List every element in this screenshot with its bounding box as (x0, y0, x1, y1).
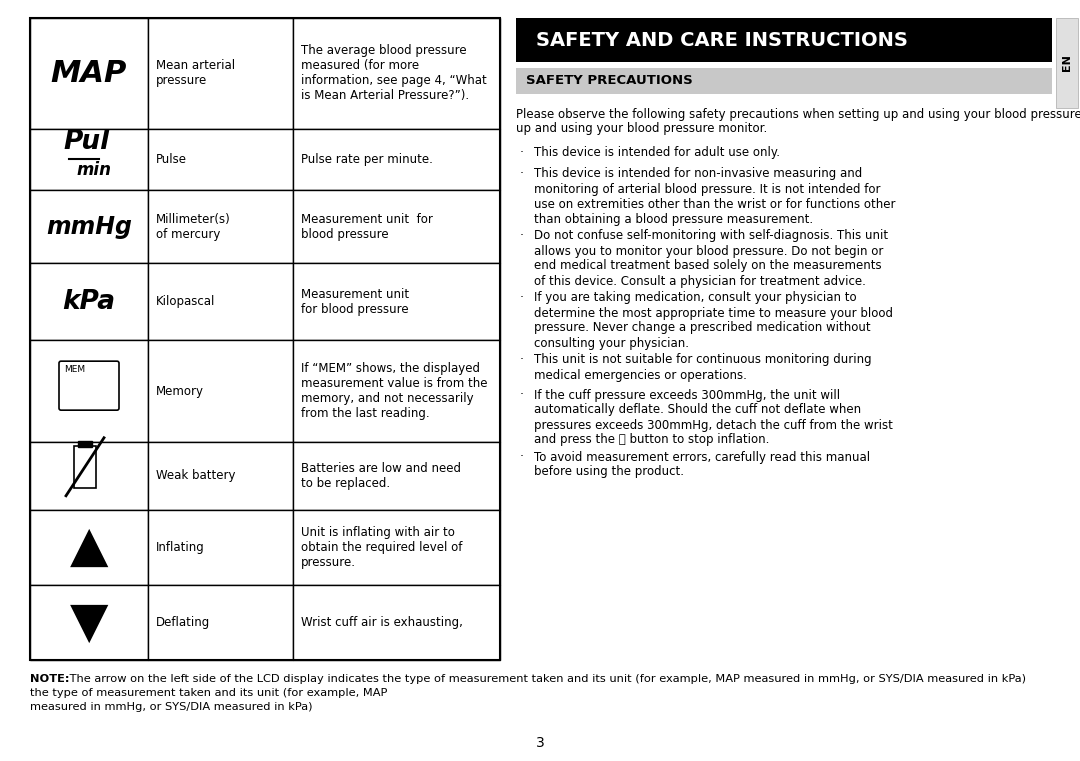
Bar (148, 129, 293, 190)
Text: EN: EN (1062, 55, 1072, 72)
Text: To avoid measurement errors, carefully read this manual
before using the product: To avoid measurement errors, carefully r… (534, 451, 870, 479)
Bar (1056, 18, 1078, 108)
Text: SAFETY AND CARE INSTRUCTIONS: SAFETY AND CARE INSTRUCTIONS (536, 30, 908, 49)
Bar (293, 18, 500, 129)
Text: Millimeter(s)
of mercury: Millimeter(s) of mercury (156, 212, 231, 240)
Text: ▼: ▼ (70, 598, 108, 646)
Text: Pulse rate per minute.: Pulse rate per minute. (301, 153, 433, 166)
Bar (293, 190, 500, 263)
Text: ·: · (519, 291, 524, 304)
Text: ·: · (519, 389, 524, 402)
Bar (293, 584, 500, 660)
Bar (30, 584, 148, 660)
Text: min: min (77, 161, 111, 180)
Bar (30, 340, 148, 442)
Text: SAFETY PRECAUTIONS: SAFETY PRECAUTIONS (526, 75, 692, 88)
Text: Measurement unit
for blood pressure: Measurement unit for blood pressure (301, 288, 409, 316)
Bar (30, 129, 148, 190)
Text: This device is intended for non-invasive measuring and
monitoring of arterial bl: This device is intended for non-invasive… (534, 167, 895, 225)
Text: This device is intended for adult use only.: This device is intended for adult use on… (534, 146, 780, 159)
Text: The average blood pressure
measured (for more
information, see page 4, “What
is : The average blood pressure measured (for… (301, 44, 487, 103)
Text: MEM: MEM (64, 365, 85, 374)
Text: measured in mmHg, or SYS/DIA measured in kPa): measured in mmHg, or SYS/DIA measured in… (30, 702, 312, 712)
Bar (148, 510, 293, 584)
Text: up and using your blood pressure monitor.: up and using your blood pressure monitor… (516, 122, 767, 135)
Bar (30, 190, 148, 263)
Text: the type of measurement taken and its unit (for example, MAP: the type of measurement taken and its un… (30, 688, 388, 698)
Text: ·: · (519, 230, 524, 243)
Bar (293, 340, 500, 442)
Text: NOTE:: NOTE: (30, 674, 69, 684)
Bar (293, 129, 500, 190)
Text: ·: · (519, 167, 524, 180)
Text: mmHg: mmHg (46, 215, 132, 239)
Text: kPa: kPa (63, 289, 116, 315)
Text: Inflating: Inflating (156, 541, 205, 554)
Bar (30, 263, 148, 340)
Text: Batteries are low and need
to be replaced.: Batteries are low and need to be replace… (301, 462, 461, 490)
Text: The arrow on the left side of the LCD display indicates the type of measurement : The arrow on the left side of the LCD di… (66, 674, 1026, 684)
Text: Please observe the following safety precautions when setting up and using your b: Please observe the following safety prec… (516, 108, 1080, 121)
Text: If you are taking medication, consult your physician to
determine the most appro: If you are taking medication, consult yo… (534, 291, 893, 349)
Text: MAP: MAP (51, 59, 127, 88)
Text: Weak battery: Weak battery (156, 470, 235, 482)
Text: If the cuff pressure exceeds 300mmHg, the unit will
automatically deflate. Shoul: If the cuff pressure exceeds 300mmHg, th… (534, 389, 893, 447)
Text: ·: · (519, 451, 524, 463)
Bar (30, 510, 148, 584)
Bar (148, 442, 293, 510)
Bar (30, 442, 148, 510)
Text: Deflating: Deflating (156, 616, 211, 629)
Bar (30, 18, 148, 129)
Bar (148, 340, 293, 442)
Text: Memory: Memory (156, 384, 204, 398)
Text: ·: · (519, 354, 524, 367)
Text: This unit is not suitable for continuous monitoring during
medical emergencies o: This unit is not suitable for continuous… (534, 354, 872, 381)
Bar (293, 442, 500, 510)
Bar (75, 446, 96, 488)
Bar (293, 510, 500, 584)
Text: If “MEM” shows, the displayed
measurement value is from the
memory, and not nece: If “MEM” shows, the displayed measuremen… (301, 362, 487, 420)
Bar (79, 441, 92, 447)
Text: 3: 3 (536, 736, 544, 750)
FancyBboxPatch shape (59, 361, 119, 410)
Text: Pul: Pul (64, 129, 110, 155)
Text: Pulse: Pulse (156, 153, 187, 166)
Bar (516, 18, 1052, 62)
Bar (148, 18, 293, 129)
Text: ▲: ▲ (70, 524, 108, 572)
Text: ·: · (519, 146, 524, 159)
Bar (148, 263, 293, 340)
Text: Measurement unit  for
blood pressure: Measurement unit for blood pressure (301, 212, 433, 240)
Bar (516, 68, 1052, 94)
Text: Unit is inflating with air to
obtain the required level of
pressure.: Unit is inflating with air to obtain the… (301, 526, 462, 568)
Bar (148, 190, 293, 263)
Bar (148, 584, 293, 660)
Bar (293, 263, 500, 340)
Text: Kilopascal: Kilopascal (156, 295, 215, 308)
Bar (30, 18, 500, 660)
Text: Do not confuse self-monitoring with self-diagnosis. This unit
allows you to moni: Do not confuse self-monitoring with self… (534, 230, 888, 288)
Text: Mean arterial
pressure: Mean arterial pressure (156, 59, 235, 88)
Text: Wrist cuff air is exhausting,: Wrist cuff air is exhausting, (301, 616, 463, 629)
